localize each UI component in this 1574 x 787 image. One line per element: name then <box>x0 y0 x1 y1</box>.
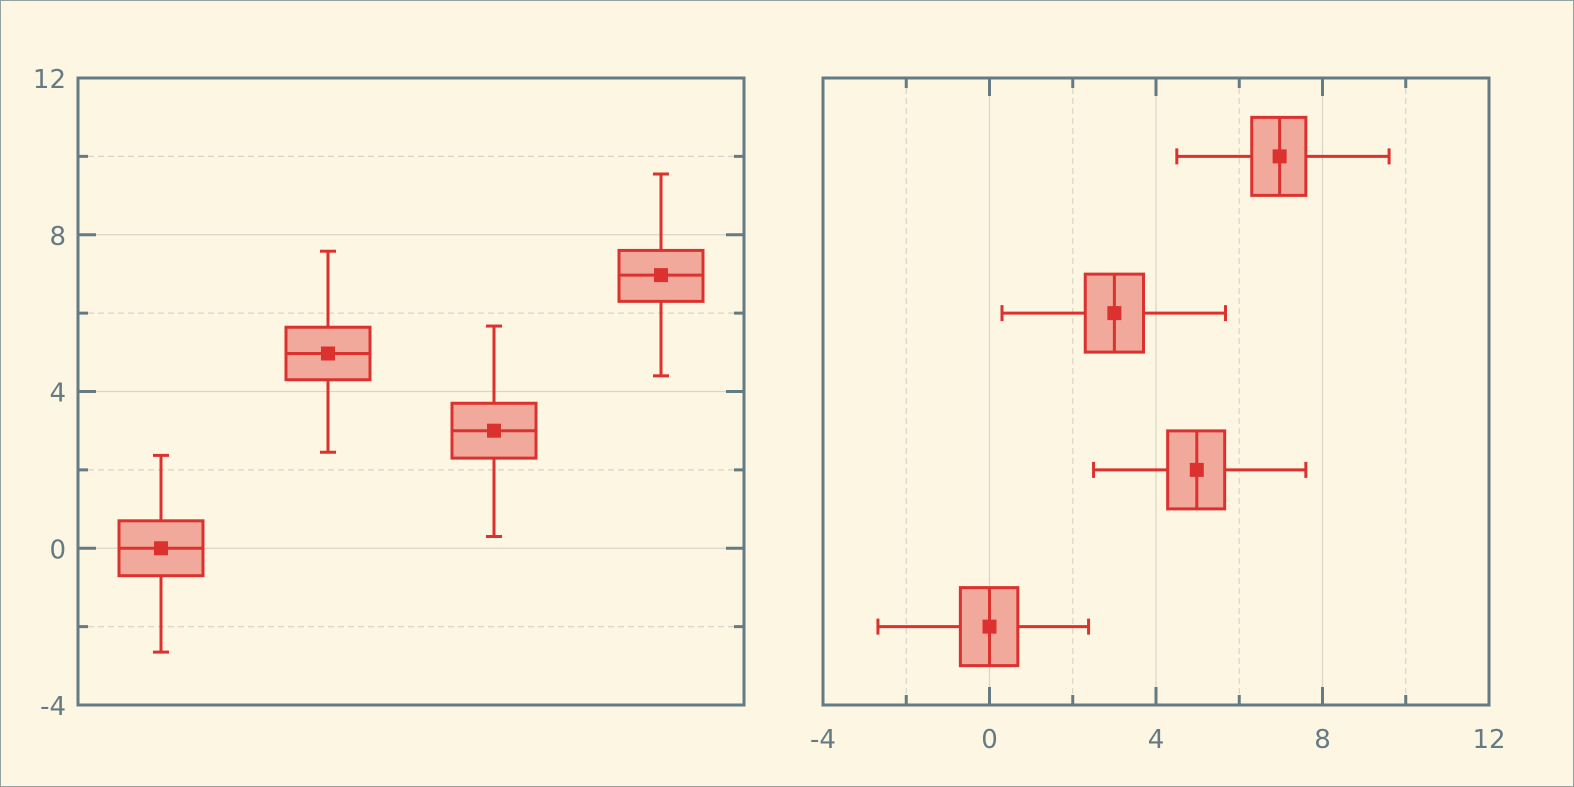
mean-marker <box>487 423 501 438</box>
x-tick-label: 12 <box>1472 725 1505 755</box>
x-tick-label: 4 <box>1148 725 1165 755</box>
mean-marker <box>1272 149 1287 164</box>
mean-marker <box>982 619 997 634</box>
mean-marker <box>154 541 168 556</box>
mean-marker <box>1189 462 1204 477</box>
mean-marker <box>1107 306 1122 321</box>
x-tick-label: 8 <box>1314 725 1331 755</box>
box-1 <box>117 453 205 654</box>
box-3 <box>450 324 538 538</box>
y-tick-label: 0 <box>49 535 66 565</box>
left-vertical-boxplot: -4 0 4 8 12 <box>33 65 746 722</box>
mean-marker <box>321 346 335 361</box>
y-tick-label: -4 <box>40 692 66 722</box>
y-tick-label: 8 <box>49 222 66 252</box>
x-tick-label: 0 <box>981 725 998 755</box>
right-horizontal-boxplot: -4 0 4 8 12 <box>810 76 1506 755</box>
y-tick-label: 12 <box>33 65 66 95</box>
box-3 <box>1000 272 1228 354</box>
box-4 <box>617 172 705 378</box>
box-1 <box>876 586 1091 668</box>
box-4 <box>1175 115 1391 197</box>
box-2 <box>1092 429 1308 511</box>
x-tick-label: -4 <box>810 725 836 755</box>
mean-marker <box>654 268 668 283</box>
y-tick-label: 4 <box>49 379 66 409</box>
box-2 <box>284 249 372 454</box>
